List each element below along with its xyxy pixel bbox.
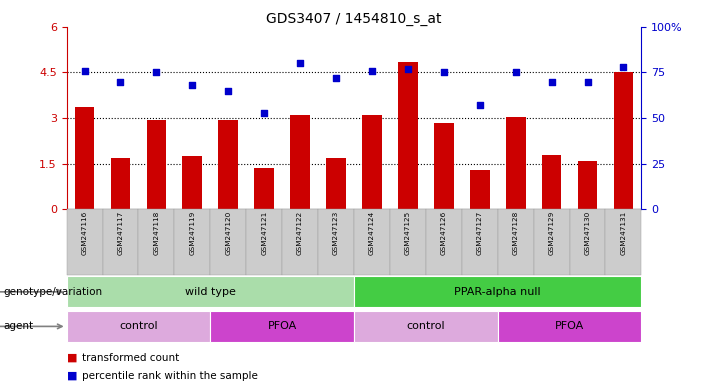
Text: GSM247129: GSM247129 (549, 211, 554, 255)
Bar (246, 209, 282, 275)
Bar (426, 209, 462, 275)
Text: genotype/variation: genotype/variation (4, 287, 102, 297)
Bar (354, 311, 498, 342)
Point (438, 70, 449, 76)
Point (330, 75, 341, 81)
Bar (470, 170, 489, 209)
Text: transformed count: transformed count (82, 353, 179, 363)
Bar (326, 157, 346, 209)
Point (367, 68, 378, 74)
Bar (102, 209, 139, 275)
Text: ■: ■ (67, 371, 81, 381)
Text: ■: ■ (67, 353, 81, 363)
Bar (290, 115, 310, 209)
Bar (606, 209, 641, 275)
Bar (175, 209, 210, 275)
Bar (138, 209, 175, 275)
Point (474, 102, 485, 108)
Bar (569, 209, 606, 275)
Bar (542, 155, 562, 209)
Text: GSM247117: GSM247117 (118, 211, 123, 255)
Point (259, 109, 270, 116)
Point (618, 64, 629, 70)
Text: GSM247118: GSM247118 (154, 211, 159, 255)
Text: GSM247125: GSM247125 (405, 211, 411, 255)
Text: GSM247120: GSM247120 (225, 211, 231, 255)
Point (186, 82, 198, 88)
Bar (506, 117, 526, 209)
Text: wild type: wild type (185, 287, 236, 297)
Bar (434, 122, 454, 209)
Text: GSM247131: GSM247131 (620, 211, 627, 255)
Text: GSM247130: GSM247130 (585, 211, 590, 255)
Text: control: control (407, 321, 445, 331)
Bar (318, 209, 354, 275)
Bar (498, 209, 533, 275)
Text: GSM247127: GSM247127 (477, 211, 483, 255)
Bar (75, 108, 95, 209)
Bar (219, 119, 238, 209)
Text: control: control (119, 321, 158, 331)
Title: GDS3407 / 1454810_s_at: GDS3407 / 1454810_s_at (266, 12, 442, 26)
Text: GSM247122: GSM247122 (297, 211, 303, 255)
Text: PFOA: PFOA (268, 321, 297, 331)
Bar (67, 311, 210, 342)
Bar (462, 209, 498, 275)
Bar (362, 115, 382, 209)
Point (79, 68, 90, 74)
Bar (67, 209, 102, 275)
Point (546, 79, 557, 85)
Point (151, 70, 162, 76)
Bar (210, 209, 246, 275)
Text: GSM247121: GSM247121 (261, 211, 267, 255)
Bar (354, 209, 390, 275)
Text: GSM247126: GSM247126 (441, 211, 447, 255)
Text: GSM247123: GSM247123 (333, 211, 339, 255)
Point (582, 79, 593, 85)
Text: GSM247124: GSM247124 (369, 211, 375, 255)
Text: PPAR-alpha null: PPAR-alpha null (454, 287, 541, 297)
Bar (210, 311, 354, 342)
Bar (390, 209, 426, 275)
Bar (578, 161, 597, 209)
Point (402, 66, 414, 72)
Bar (498, 311, 641, 342)
Bar (533, 209, 569, 275)
Text: GSM247116: GSM247116 (81, 211, 88, 255)
Text: PFOA: PFOA (555, 321, 584, 331)
Bar (398, 62, 418, 209)
Text: GSM247119: GSM247119 (189, 211, 196, 255)
Text: GSM247128: GSM247128 (512, 211, 519, 255)
Point (223, 88, 234, 94)
Bar (283, 209, 318, 275)
Text: agent: agent (4, 321, 34, 331)
Point (115, 79, 126, 85)
Text: percentile rank within the sample: percentile rank within the sample (82, 371, 258, 381)
Bar (254, 168, 274, 209)
Bar (67, 276, 354, 307)
Point (510, 70, 522, 76)
Bar (147, 119, 166, 209)
Bar (613, 73, 633, 209)
Bar (111, 157, 130, 209)
Bar (354, 276, 641, 307)
Point (294, 60, 306, 66)
Bar (182, 156, 202, 209)
